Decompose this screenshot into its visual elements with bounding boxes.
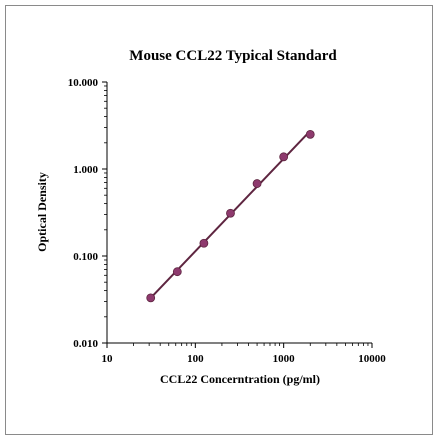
x-tick-label: 1000	[273, 353, 296, 365]
y-tick-label: 0.010	[73, 338, 98, 350]
data-point	[199, 238, 209, 248]
y-tick-label: 0.100	[73, 251, 98, 263]
x-axis-label: CCL22 Concerntration (pg/ml)	[160, 372, 320, 386]
chart-frame	[5, 5, 433, 435]
data-point	[226, 208, 235, 218]
chart-title: Mouse CCL22 Typical Standard	[129, 48, 337, 64]
plot-area	[106, 82, 372, 344]
data-points	[146, 129, 315, 303]
ticks: 10 100 1000 10000 0.010 0.100 1.000 10.000	[68, 77, 387, 365]
y-tick-label: 10.000	[68, 77, 99, 89]
data-point	[146, 293, 156, 303]
y-axis-label: Optical Density	[35, 172, 49, 252]
data-point	[172, 267, 182, 277]
x-tick-label: 100	[187, 353, 204, 365]
data-point	[252, 179, 262, 188]
data-point	[279, 152, 289, 162]
x-tick-label: 10000	[358, 353, 386, 365]
y-tick-label: 1.000	[73, 164, 98, 176]
x-tick-label: 10	[102, 353, 114, 365]
data-point	[305, 129, 315, 139]
